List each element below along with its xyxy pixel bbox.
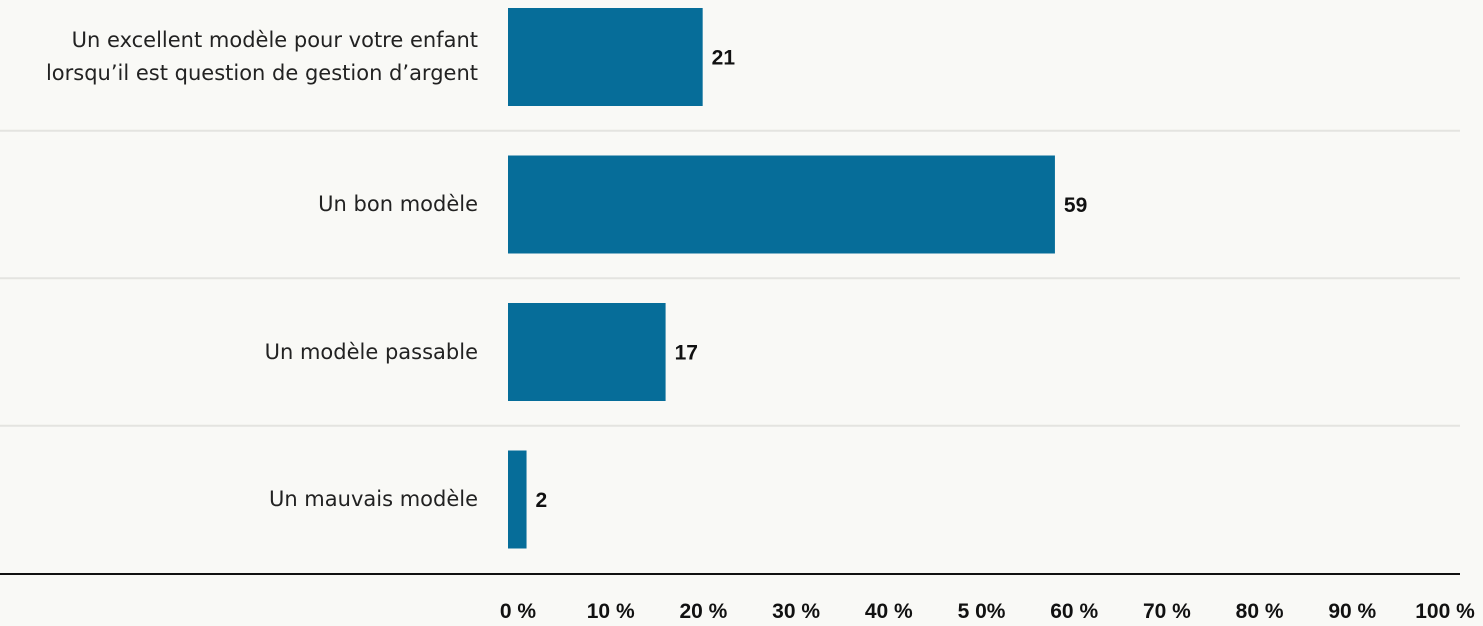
x-tick-label: 90 % xyxy=(1328,600,1377,623)
value-label: 59 xyxy=(1064,194,1087,217)
category-label: Un mauvais modèle xyxy=(268,487,478,511)
bar xyxy=(508,303,666,401)
x-tick-label: 70 % xyxy=(1142,600,1191,623)
x-tick-label: 100 % xyxy=(1415,600,1475,623)
x-tick-label: 30 % xyxy=(772,600,821,623)
x-tick-label: 40 % xyxy=(864,600,913,623)
x-tick-label: 20 % xyxy=(679,600,728,623)
x-tick-label: 5 0% xyxy=(957,600,1006,623)
bar xyxy=(508,155,1055,254)
bar xyxy=(508,8,703,106)
value-label: 17 xyxy=(675,342,698,365)
category-label: Un excellent modèle pour votre enfant lo… xyxy=(45,28,478,85)
value-label: 2 xyxy=(536,489,548,512)
x-tick-label: 10 % xyxy=(586,600,635,623)
x-tick-label: 60 % xyxy=(1050,600,1099,623)
category-label: Un modèle passable xyxy=(264,339,478,364)
x-tick-label: 80 % xyxy=(1235,600,1284,623)
category-label: Un bon modèle xyxy=(318,192,478,216)
bar xyxy=(508,450,527,549)
x-tick-label: 0 % xyxy=(499,600,537,623)
value-label: 21 xyxy=(712,47,736,70)
